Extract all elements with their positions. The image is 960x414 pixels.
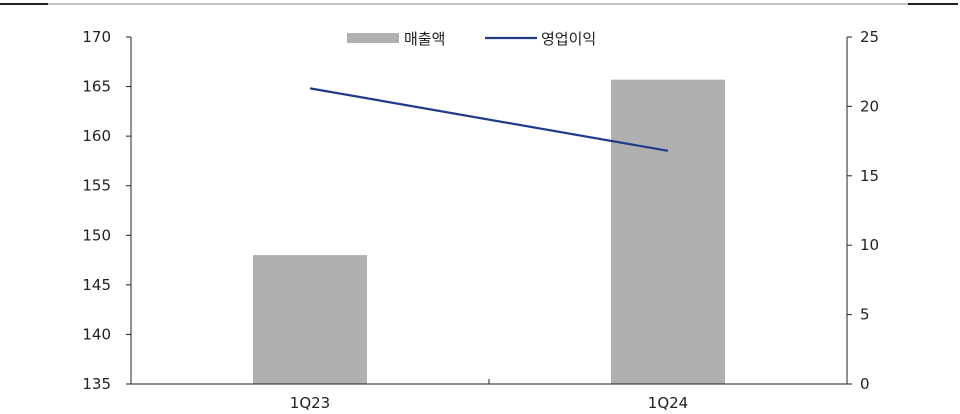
left-tick-label: 145 <box>82 276 111 294</box>
axes: 135 140 145 150 155 160 165 170 0 5 10 15 20 25 1Q23 1Q… <box>82 28 879 412</box>
left-tick-label: 165 <box>82 78 111 96</box>
line-operating-profit <box>309 87 669 152</box>
left-tick-label: 140 <box>82 325 111 343</box>
right-tick-label: 0 <box>860 375 870 393</box>
bar-series-sales <box>253 79 725 384</box>
legend-label-operating-profit: 영업이익 <box>541 30 596 48</box>
left-tick-label: 170 <box>82 28 111 46</box>
right-tick-label: 25 <box>860 28 879 46</box>
left-tick-label: 150 <box>82 226 111 244</box>
left-tick-label: 155 <box>82 177 111 195</box>
right-tick-label: 20 <box>860 97 879 115</box>
left-tick-label: 160 <box>82 127 111 145</box>
legend: 매출액 영업이익 <box>347 30 596 48</box>
left-tick-label: 135 <box>82 375 111 393</box>
right-tick-label: 5 <box>860 306 870 324</box>
legend-label-sales: 매출액 <box>404 30 445 48</box>
x-tick-label: 1Q23 <box>290 394 330 412</box>
bar-1q24 <box>611 79 725 384</box>
line-series-operating-profit <box>309 87 669 152</box>
right-tick-label: 15 <box>860 167 879 185</box>
legend-swatch-sales <box>347 33 399 43</box>
right-tick-label: 10 <box>860 236 879 254</box>
x-tick-label: 1Q24 <box>648 394 688 412</box>
bar-1q23 <box>253 255 367 384</box>
